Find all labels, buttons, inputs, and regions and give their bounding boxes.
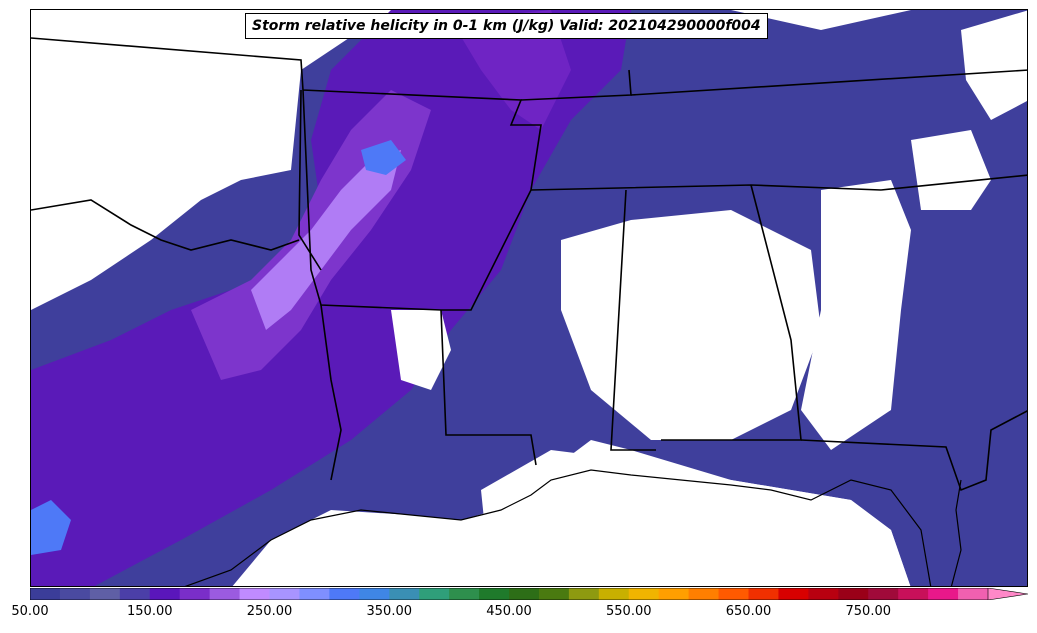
- colorbar-tick-label: 550.00: [606, 604, 652, 619]
- colorbar: [30, 588, 1028, 600]
- colorbar-swatch: [449, 588, 480, 600]
- colorbar-swatch: [179, 588, 211, 600]
- colorbar-tick-label: 650.00: [725, 604, 772, 619]
- colorbar-tick-label: 50.00: [11, 604, 49, 619]
- colorbar-tick-label: 450.00: [486, 604, 532, 619]
- map-title: Storm relative helicity in 0-1 km (J/kg)…: [245, 13, 768, 39]
- colorbar-extend-arrow: [987, 588, 1028, 600]
- colorbar-swatch: [628, 588, 660, 600]
- colorbar-swatch: [838, 588, 869, 600]
- colorbar-swatch: [868, 588, 899, 600]
- colorbar-tick-label: 350.00: [366, 604, 413, 619]
- colorbar-swatch: [688, 588, 720, 600]
- colorbar-swatch: [568, 588, 600, 600]
- colorbar-swatch: [269, 588, 300, 600]
- colorbar-swatch: [59, 588, 91, 600]
- colorbar-swatch: [928, 588, 959, 600]
- colorbar-tick-label: 150.00: [127, 604, 173, 619]
- colorbar-swatch: [329, 588, 360, 600]
- colorbar-swatch: [748, 588, 779, 600]
- colorbar-swatch: [778, 588, 809, 600]
- helicity-field: [31, 10, 1027, 586]
- colorbar-swatch: [509, 588, 540, 600]
- colorbar-tick-label: 750.00: [845, 604, 892, 619]
- colorbar-swatch: [479, 588, 510, 600]
- colorbar-swatch: [119, 588, 151, 600]
- colorbar-swatch: [538, 588, 570, 600]
- colorbar-swatch: [149, 588, 181, 600]
- colorbar-swatch: [808, 588, 839, 600]
- coastline: [184, 469, 962, 586]
- colorbar-swatch: [299, 588, 330, 600]
- colorbar-tick-label: 250.00: [246, 604, 293, 619]
- colorbar-swatch: [89, 588, 121, 600]
- colorbar-swatch: [718, 588, 749, 600]
- colorbar-swatch: [598, 588, 630, 600]
- colorbar-swatch: [209, 588, 241, 600]
- helicity-map: [31, 10, 1027, 586]
- colorbar-swatch: [30, 588, 61, 600]
- colorbar-swatch: [359, 588, 390, 600]
- colorbar-swatch: [389, 588, 420, 600]
- colorbar-swatch: [419, 588, 450, 600]
- colorbar-swatch: [239, 588, 270, 600]
- boundaries: [31, 37, 1027, 492]
- map-panel: [30, 9, 1028, 587]
- colorbar-swatch: [658, 588, 690, 600]
- colorbar-swatch: [898, 588, 929, 600]
- colorbar-swatch: [958, 588, 989, 600]
